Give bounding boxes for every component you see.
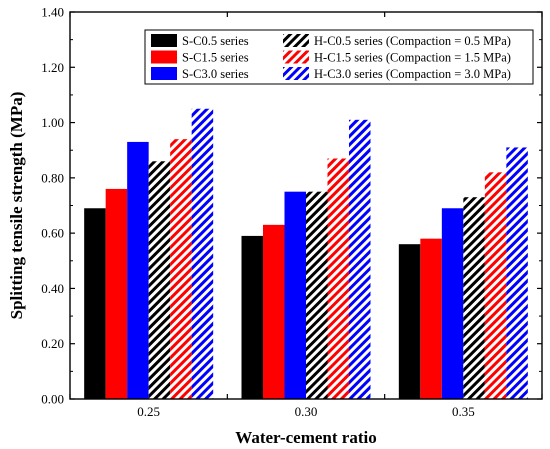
y-tick-label: 1.40 (41, 5, 64, 20)
bar-1-cat-0.30 (241, 235, 263, 399)
bar-3-cat-0.30 (284, 191, 306, 399)
x-tick-label: 0.30 (295, 404, 318, 419)
bar-5-cat-0.30 (327, 158, 349, 399)
legend-label: H-C1.5 series (Compaction = 1.5 MPa) (314, 51, 511, 65)
bar-6-cat-0.25 (191, 108, 214, 399)
legend: S-C0.5 series S-C1.5 series S-C3.0 series H… (144, 29, 534, 85)
bar-5-cat-0.35 (484, 172, 507, 399)
bars-group (84, 108, 528, 400)
x-axis: 0.25 0.30 0.35 (69, 12, 543, 419)
legend-swatch (151, 67, 177, 80)
x-axis-title: Water-cement ratio (235, 428, 376, 447)
bar-2-cat-0.25 (105, 188, 128, 399)
bar-5-cat-0.25 (170, 139, 192, 399)
y-tick-label: 1.00 (41, 115, 64, 130)
bar-4-cat-0.35 (463, 197, 485, 399)
bar-1-cat-0.35 (398, 244, 421, 399)
y-tick-label: 1.20 (41, 60, 64, 75)
legend-box (144, 29, 534, 85)
bar-2-cat-0.35 (420, 238, 442, 399)
bar-2-cat-0.30 (263, 224, 285, 399)
legend-swatch (283, 34, 309, 47)
legend-label: H-C3.0 series (Compaction = 3.0 MPa) (314, 67, 511, 81)
y-tick-label: 0.40 (41, 281, 64, 296)
bar-3-cat-0.35 (441, 208, 464, 399)
legend-swatch (283, 67, 309, 80)
y-axis: 0.00 0.20 0.40 0.60 0.80 1.00 1.20 1.40 (41, 5, 542, 407)
y-tick-label: 0.20 (41, 336, 64, 351)
legend-label: S-C3.0 series (182, 67, 249, 81)
legend-swatch (151, 50, 177, 64)
x-tick-label: 0.25 (137, 404, 160, 419)
legend-swatch (283, 50, 309, 64)
bar-6-cat-0.30 (349, 119, 371, 400)
bar-1-cat-0.25 (84, 208, 106, 399)
x-tick-label: 0.35 (452, 404, 475, 419)
y-tick-label: 0.00 (41, 392, 64, 407)
bar-6-cat-0.35 (506, 147, 528, 399)
y-tick-label: 0.60 (41, 226, 64, 241)
y-axis-title: Splitting tensile strength (MPa) (7, 92, 26, 320)
bar-3-cat-0.25 (127, 141, 149, 399)
bar-4-cat-0.30 (306, 191, 328, 399)
legend-swatch (151, 34, 177, 47)
legend-label: S-C1.5 series (182, 51, 249, 65)
legend-label: H-C0.5 series (Compaction = 0.5 MPa) (314, 34, 511, 48)
bar-4-cat-0.25 (148, 161, 171, 399)
y-tick-label: 0.80 (41, 170, 64, 185)
legend-label: S-C0.5 series (182, 34, 249, 48)
